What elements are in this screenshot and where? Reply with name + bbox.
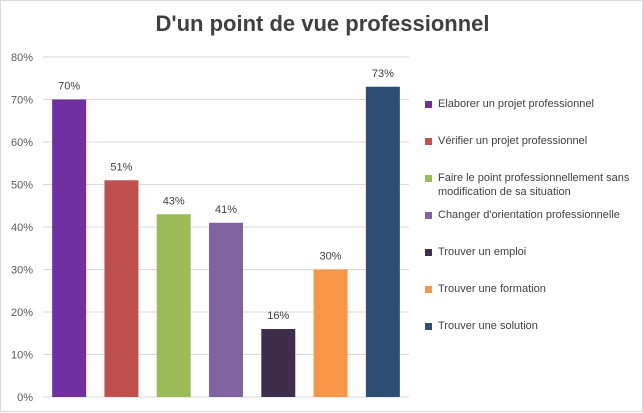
legend-item: Faire le point professionnellement sans …	[425, 171, 640, 199]
bar[interactable]	[209, 222, 243, 397]
y-tick-label: 60%	[11, 137, 33, 149]
chart-title: D'un point de vue professionnel	[155, 11, 490, 36]
data-label: 30%	[320, 251, 342, 263]
legend-swatch	[425, 249, 432, 256]
legend-swatch	[425, 138, 432, 145]
data-label: 73%	[372, 68, 394, 80]
legend-label: Trouver un emploi	[438, 246, 527, 258]
legend-item: Trouver un emploi	[425, 245, 526, 259]
y-tick-label: 0%	[17, 392, 33, 404]
y-tick-label: 20%	[11, 307, 33, 319]
legend-label: Faire le point professionnellement sans …	[438, 172, 630, 198]
y-tick-label: 40%	[11, 222, 33, 234]
y-tick-label: 70%	[11, 95, 33, 107]
legend-label: Elaborer un projet professionnel	[438, 98, 594, 110]
legend-label: Changer d'orientation professionnelle	[438, 209, 620, 221]
legend-swatch	[425, 212, 432, 219]
bar[interactable]	[104, 180, 139, 397]
data-label: 70%	[58, 81, 80, 93]
data-label: 16%	[267, 310, 289, 322]
data-label: 51%	[110, 161, 132, 173]
bar[interactable]	[365, 86, 400, 397]
bar[interactable]	[156, 214, 191, 397]
legend-item: Trouver une formation	[425, 282, 546, 296]
legend-swatch	[425, 101, 432, 108]
y-tick-label: 10%	[11, 350, 33, 362]
legend-item: Changer d'orientation professionnelle	[425, 208, 620, 222]
legend-item: Trouver une solution	[425, 319, 538, 333]
legend-swatch	[425, 323, 432, 330]
legend-label: Vérifier un projet professionnel	[438, 135, 588, 147]
legend-label: Trouver une formation	[438, 283, 546, 295]
y-tick-label: 80%	[11, 52, 33, 64]
y-tick-label: 30%	[11, 265, 33, 277]
legend-swatch	[425, 175, 432, 182]
legend-label: Trouver une solution	[438, 320, 538, 332]
data-label: 43%	[163, 195, 185, 207]
legend-item: Vérifier un projet professionnel	[425, 134, 587, 148]
bar[interactable]	[313, 269, 348, 398]
y-tick-label: 50%	[11, 180, 33, 192]
bar[interactable]	[261, 329, 296, 397]
legend-swatch	[425, 286, 432, 293]
bar[interactable]	[52, 99, 87, 398]
legend-item: Elaborer un projet professionnel	[425, 97, 594, 111]
data-label: 41%	[215, 204, 237, 216]
